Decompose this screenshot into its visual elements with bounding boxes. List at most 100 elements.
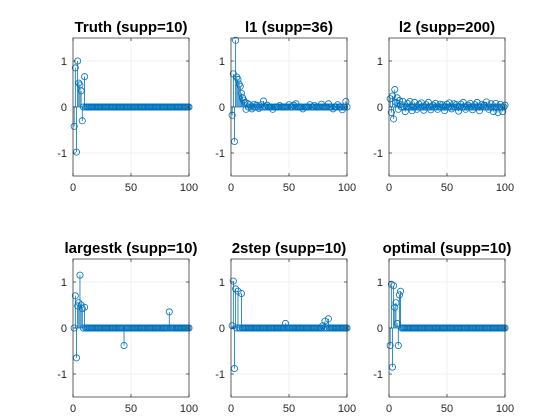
stem-marker	[70, 122, 78, 130]
subplot-title: largestk (supp=10)	[65, 240, 198, 257]
y-tick-label: -1	[57, 369, 67, 381]
stem-marker	[445, 99, 453, 107]
subplot-5: 0 50 100 -1 0 1 2step (supp=10)	[215, 240, 356, 415]
stem-marker	[466, 99, 474, 107]
stem-marker	[342, 97, 350, 105]
x-tick-label: 100	[496, 403, 514, 415]
x-tick-label: 0	[70, 403, 76, 415]
stem-marker	[492, 99, 500, 107]
subplot-title: 2step (supp=10)	[232, 240, 347, 257]
subplot-1: 0 50 100 -1 0 1 Truth (supp=10)	[57, 19, 198, 194]
y-tick-label: -1	[215, 369, 225, 381]
y-tick-label: 1	[61, 56, 67, 68]
x-tick-label: 100	[496, 182, 514, 194]
stem-marker	[482, 98, 490, 106]
subplot-title: Truth (supp=10)	[75, 19, 188, 36]
subplot-title: l2 (supp=200)	[399, 19, 495, 36]
stem-marker	[236, 82, 244, 90]
stem-marker	[475, 107, 483, 115]
stem-marker	[77, 301, 85, 309]
y-tick-label: 0	[61, 323, 67, 335]
y-tick-label: 0	[219, 323, 225, 335]
x-tick-label: 100	[338, 182, 356, 194]
subplot-title: optimal (supp=10)	[383, 240, 512, 257]
y-tick-label: 1	[219, 56, 225, 68]
x-tick-label: 50	[125, 403, 137, 415]
stem-marker	[473, 98, 481, 106]
x-tick-label: 50	[441, 182, 453, 194]
subplot-4: 0 50 100 -1 0 1 largestk (supp=10)	[57, 240, 198, 415]
subplot-title: l1 (supp=36)	[245, 19, 333, 36]
y-tick-label: 0	[219, 102, 225, 114]
x-tick-label: 0	[386, 182, 392, 194]
stem-marker	[411, 98, 419, 106]
stem-marker	[455, 107, 463, 115]
stem-marker	[228, 111, 236, 119]
stem-marker	[499, 108, 507, 116]
x-tick-label: 0	[386, 403, 392, 415]
stem-marker	[388, 92, 396, 100]
stem-marker	[401, 108, 409, 116]
stem-marker	[234, 75, 242, 83]
stem-marker	[232, 285, 240, 293]
stem-marker	[237, 289, 245, 297]
stem-marker	[394, 105, 402, 113]
stem-marker	[230, 364, 238, 372]
x-tick-label: 50	[283, 182, 295, 194]
x-tick-label: 100	[180, 403, 198, 415]
stem-marker	[75, 299, 83, 307]
stem-marker	[431, 99, 439, 107]
subplot-3: 0 50 100 -1 0 1 l2 (supp=200)	[373, 19, 514, 194]
stem-marker	[397, 287, 405, 295]
x-tick-label: 50	[283, 403, 295, 415]
stem-marker	[71, 292, 79, 300]
stem-marker	[72, 148, 80, 156]
stem-marker	[395, 291, 403, 299]
stem-marker	[494, 109, 502, 117]
stem-marker	[489, 108, 497, 116]
y-tick-label: 1	[61, 277, 67, 289]
stem-marker	[81, 303, 89, 311]
subplot-6: 0 50 100 -1 0 1 optimal (supp=10)	[373, 240, 514, 415]
stem-marker	[78, 117, 86, 125]
stem-marker	[234, 287, 242, 295]
y-tick-label: 0	[61, 102, 67, 114]
stem-marker	[417, 99, 425, 107]
x-tick-label: 100	[338, 403, 356, 415]
stem-marker	[232, 36, 240, 44]
x-tick-label: 100	[180, 182, 198, 194]
subplot-2: 0 50 100 -1 0 1 l1 (supp=36)	[215, 19, 356, 194]
stem-marker	[394, 341, 402, 349]
stem-marker	[386, 341, 394, 349]
stem-marker	[395, 97, 403, 105]
y-tick-label: 0	[377, 102, 383, 114]
y-tick-label: 0	[377, 323, 383, 335]
stem-marker	[282, 319, 290, 327]
stem-marker	[81, 73, 89, 81]
stem-marker	[76, 271, 84, 279]
x-tick-label: 50	[125, 182, 137, 194]
stem-marker	[391, 86, 399, 94]
stem-marker	[391, 303, 399, 311]
y-tick-label: -1	[57, 148, 67, 160]
y-tick-label: -1	[373, 148, 383, 160]
stem-marker	[263, 101, 271, 109]
stem-marker	[387, 109, 395, 117]
stem-marker	[390, 282, 398, 290]
stem-marker	[230, 137, 238, 145]
y-tick-label: -1	[373, 369, 383, 381]
y-tick-label: 1	[219, 277, 225, 289]
x-tick-label: 0	[70, 182, 76, 194]
x-tick-label: 0	[228, 182, 234, 194]
y-tick-label: 1	[377, 277, 383, 289]
y-tick-label: -1	[215, 148, 225, 160]
stem-marker	[388, 363, 396, 371]
stem-marker	[71, 64, 79, 72]
stem-marker	[75, 79, 83, 87]
x-tick-label: 0	[228, 403, 234, 415]
stem-marker	[237, 89, 245, 97]
stem-marker	[120, 341, 128, 349]
stem-marker	[399, 97, 407, 105]
